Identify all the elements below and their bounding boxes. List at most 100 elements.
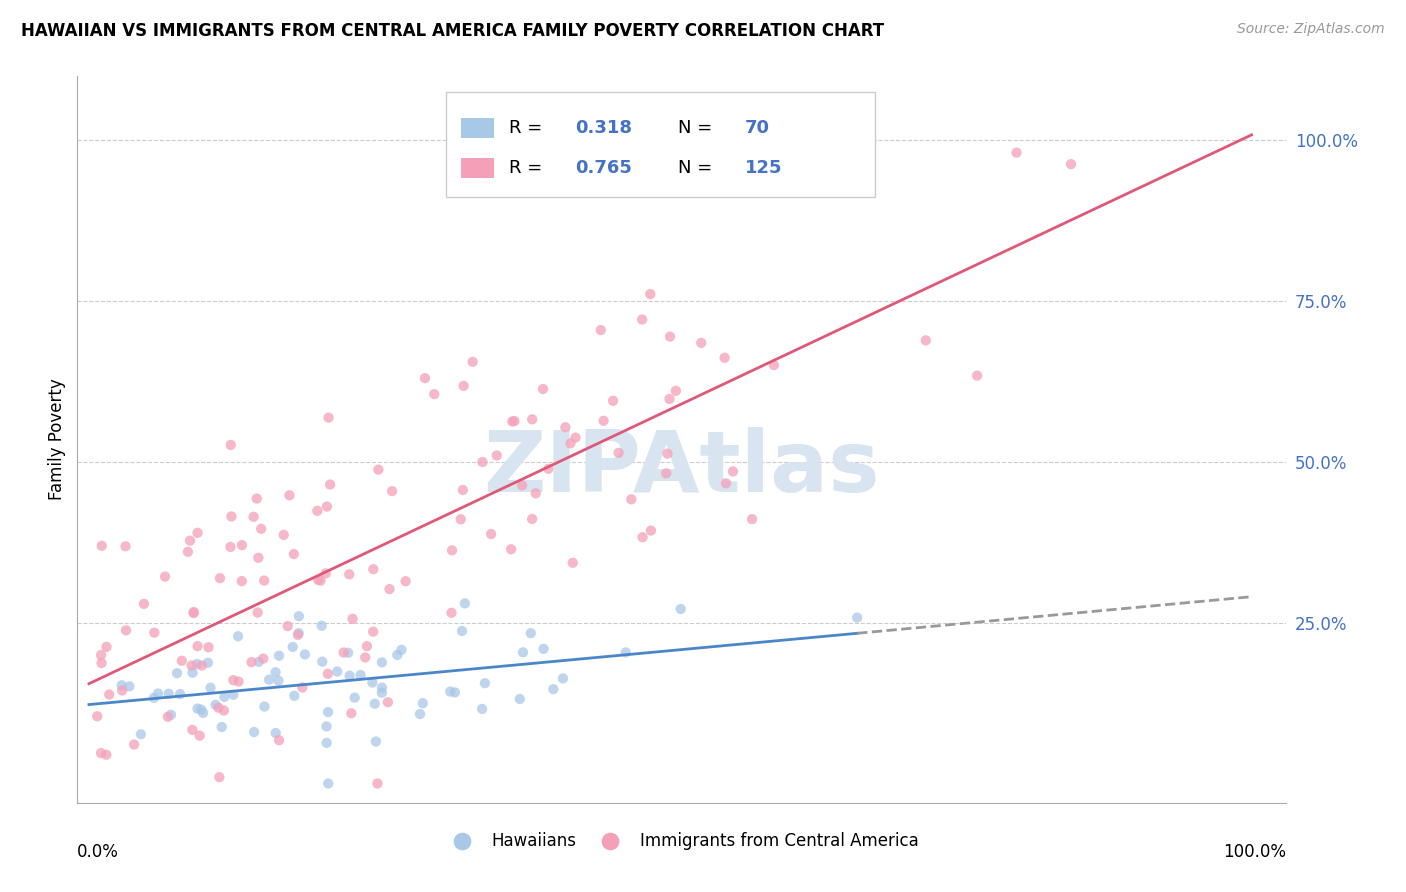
Point xyxy=(471,455,494,469)
Point xyxy=(156,710,179,724)
Point xyxy=(439,684,461,698)
Point xyxy=(349,668,371,682)
Point xyxy=(316,776,339,790)
Point xyxy=(741,512,763,526)
Point xyxy=(186,657,208,671)
Point xyxy=(560,436,582,450)
Text: 125: 125 xyxy=(745,159,782,178)
Point xyxy=(319,477,342,491)
Point xyxy=(658,392,681,406)
Point xyxy=(283,689,305,703)
Point xyxy=(181,723,204,737)
Point xyxy=(592,414,614,428)
Point xyxy=(846,610,869,624)
Point xyxy=(361,675,384,690)
Point xyxy=(450,512,472,526)
Point xyxy=(242,509,264,524)
Point xyxy=(391,643,413,657)
Point xyxy=(589,323,612,337)
Point xyxy=(659,329,682,343)
Point xyxy=(211,720,233,734)
Point xyxy=(520,512,543,526)
Text: 0.765: 0.765 xyxy=(575,159,633,178)
Point xyxy=(638,287,661,301)
Point xyxy=(267,673,290,688)
Point xyxy=(640,524,662,538)
Point xyxy=(291,681,314,695)
Point xyxy=(655,467,678,481)
Point xyxy=(190,703,212,717)
Point xyxy=(501,414,523,428)
Point xyxy=(153,569,176,583)
Point xyxy=(118,679,141,693)
FancyBboxPatch shape xyxy=(446,92,876,197)
Point xyxy=(361,624,384,639)
Point xyxy=(340,706,363,721)
Text: N =: N = xyxy=(678,120,718,137)
Text: 100.0%: 100.0% xyxy=(1223,843,1286,861)
Y-axis label: Family Poverty: Family Poverty xyxy=(48,378,66,500)
Point xyxy=(378,582,401,596)
Point xyxy=(440,543,463,558)
Point xyxy=(413,371,436,385)
Point xyxy=(614,645,637,659)
Point xyxy=(307,504,329,518)
Point xyxy=(177,545,200,559)
Point xyxy=(287,626,309,640)
Point xyxy=(509,692,531,706)
Point xyxy=(315,719,337,733)
Point xyxy=(222,673,245,687)
Point xyxy=(657,447,679,461)
Point xyxy=(602,393,624,408)
Point xyxy=(90,648,112,662)
Point xyxy=(122,738,145,752)
Point xyxy=(453,379,475,393)
Point xyxy=(160,707,183,722)
Point xyxy=(219,438,242,452)
Point xyxy=(267,648,290,663)
Point xyxy=(620,492,643,507)
Point xyxy=(914,334,936,348)
Point xyxy=(96,747,118,762)
Point xyxy=(543,682,565,697)
Point xyxy=(111,683,134,698)
Point xyxy=(219,540,242,554)
Point xyxy=(485,449,508,463)
Point xyxy=(277,619,299,633)
Point xyxy=(204,698,226,712)
Point xyxy=(966,368,988,383)
Text: R =: R = xyxy=(509,159,548,178)
Point xyxy=(364,734,387,748)
Point xyxy=(214,690,236,704)
Text: 0.318: 0.318 xyxy=(575,120,633,137)
Point xyxy=(471,702,494,716)
Point xyxy=(200,681,222,695)
Point xyxy=(315,566,337,581)
Point xyxy=(501,542,523,557)
Point xyxy=(169,687,191,701)
Point xyxy=(339,669,361,683)
Point xyxy=(180,658,202,673)
Point xyxy=(183,606,205,620)
Point xyxy=(631,530,654,544)
Point xyxy=(520,626,543,640)
Point xyxy=(364,697,387,711)
Point xyxy=(713,351,735,365)
Point xyxy=(1060,157,1083,171)
Point xyxy=(146,687,169,701)
Point xyxy=(747,133,769,147)
Point xyxy=(377,695,399,709)
Point xyxy=(522,412,544,426)
Point xyxy=(762,358,785,372)
Point xyxy=(240,655,263,669)
Point xyxy=(474,676,496,690)
Point xyxy=(409,706,432,721)
Point xyxy=(503,414,526,428)
Point xyxy=(188,729,211,743)
Legend: Hawaiians, Immigrants from Central America: Hawaiians, Immigrants from Central Ameri… xyxy=(439,825,925,856)
Text: 0.0%: 0.0% xyxy=(77,843,120,861)
Point xyxy=(157,687,180,701)
Point xyxy=(524,486,547,500)
Point xyxy=(721,465,744,479)
Point xyxy=(222,688,245,702)
